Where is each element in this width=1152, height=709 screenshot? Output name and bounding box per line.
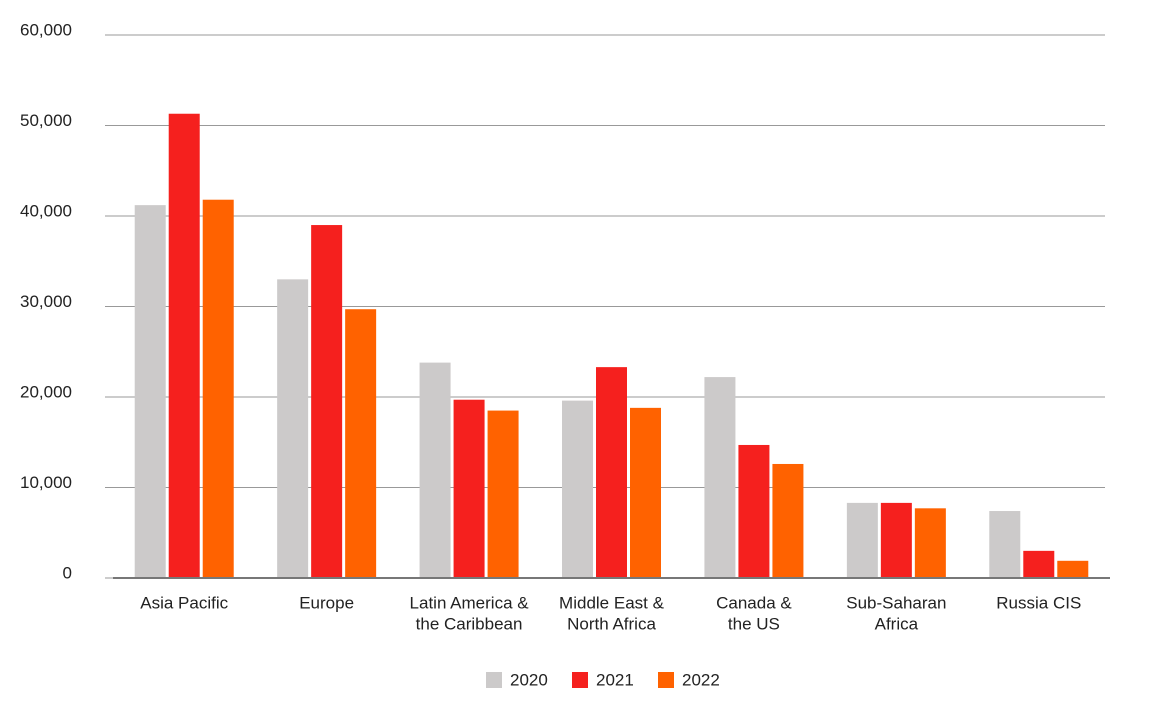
y-tick-label: 60,000: [20, 20, 72, 39]
x-tick-label: Asia Pacific: [140, 593, 228, 612]
y-tick-label: 50,000: [20, 111, 72, 130]
x-tick-label: the Caribbean: [416, 614, 523, 633]
x-tick-label: Sub-Saharan: [846, 593, 946, 612]
bar: [419, 362, 451, 578]
y-tick-label: 0: [63, 563, 72, 582]
legend-swatch: [572, 672, 588, 688]
bar: [704, 377, 736, 578]
bar: [134, 205, 166, 578]
legend-swatch: [658, 672, 674, 688]
x-tick-label: North Africa: [567, 614, 656, 633]
x-tick-label: Latin America &: [410, 593, 530, 612]
bar: [596, 367, 627, 578]
bar: [914, 508, 946, 578]
bar: [345, 309, 377, 578]
legend-label: 2020: [510, 670, 548, 689]
x-tick-label: Russia CIS: [996, 593, 1081, 612]
bar: [846, 502, 878, 578]
y-tick-label: 20,000: [20, 382, 72, 401]
x-tick-label: Africa: [875, 614, 919, 633]
x-tick-label: the US: [728, 614, 780, 633]
x-tick-label: Canada &: [716, 593, 792, 612]
bar: [630, 407, 661, 578]
bar: [1057, 560, 1089, 578]
bar: [880, 502, 912, 578]
x-tick-label: Middle East &: [559, 593, 665, 612]
legend-label: 2022: [682, 670, 720, 689]
bar: [1023, 550, 1055, 578]
bar: [738, 444, 770, 578]
y-tick-label: 40,000: [20, 201, 72, 220]
bar: [989, 511, 1021, 578]
bar: [453, 399, 485, 578]
bar: [168, 113, 200, 579]
y-tick-label: 30,000: [20, 292, 72, 311]
legend-label: 2021: [596, 670, 634, 689]
bar: [487, 410, 519, 578]
bar: [772, 463, 804, 578]
legend-swatch: [486, 672, 502, 688]
x-tick-label: Europe: [299, 593, 354, 612]
bar: [311, 225, 343, 579]
bar: [562, 400, 593, 578]
y-tick-label: 10,000: [20, 473, 72, 492]
bar: [277, 279, 309, 578]
bar: [202, 199, 234, 578]
